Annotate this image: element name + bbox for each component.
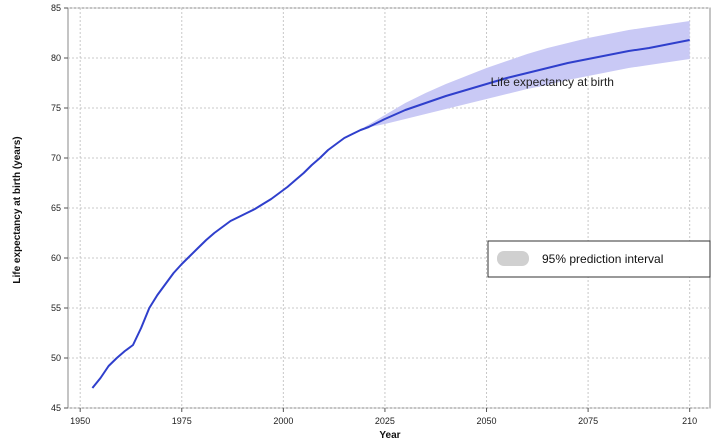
- legend-swatch: [497, 251, 529, 266]
- y-tick-label: 55: [51, 303, 61, 313]
- y-axis-title: Life expectancy at birth (years): [12, 136, 23, 283]
- x-tick-label: 1950: [70, 416, 90, 426]
- x-axis-title: Year: [379, 430, 400, 441]
- y-tick-label: 80: [51, 53, 61, 63]
- axes: 1950 1975 2000 2025 2050 2075 210 45 50 55 60 65 70 7…: [51, 3, 697, 426]
- y-tick-label: 60: [51, 253, 61, 263]
- prediction-interval-band: [364, 21, 690, 128]
- legend-label: 95% prediction interval: [542, 252, 663, 266]
- y-tick-label: 50: [51, 353, 61, 363]
- series-line-layer: [91, 39, 690, 389]
- x-tick-label: 2000: [273, 416, 293, 426]
- y-tick-label: 45: [51, 403, 61, 413]
- life-expectancy-line: [91, 39, 690, 389]
- annotation-label: Life expectancy at birth: [491, 75, 614, 89]
- y-tick-label: 75: [51, 103, 61, 113]
- y-tick-label: 85: [51, 3, 61, 13]
- x-tick-label: 210: [682, 416, 697, 426]
- grid: [68, 7, 710, 409]
- x-tick-label: 1975: [172, 416, 192, 426]
- y-tick-label: 70: [51, 153, 61, 163]
- y-tick-label: 65: [51, 203, 61, 213]
- x-tick-label: 2075: [578, 416, 598, 426]
- prediction-band-layer: [364, 21, 690, 128]
- x-tick-label: 2025: [375, 416, 395, 426]
- x-tick-label: 2050: [477, 416, 497, 426]
- legend: 95% prediction interval: [487, 240, 711, 278]
